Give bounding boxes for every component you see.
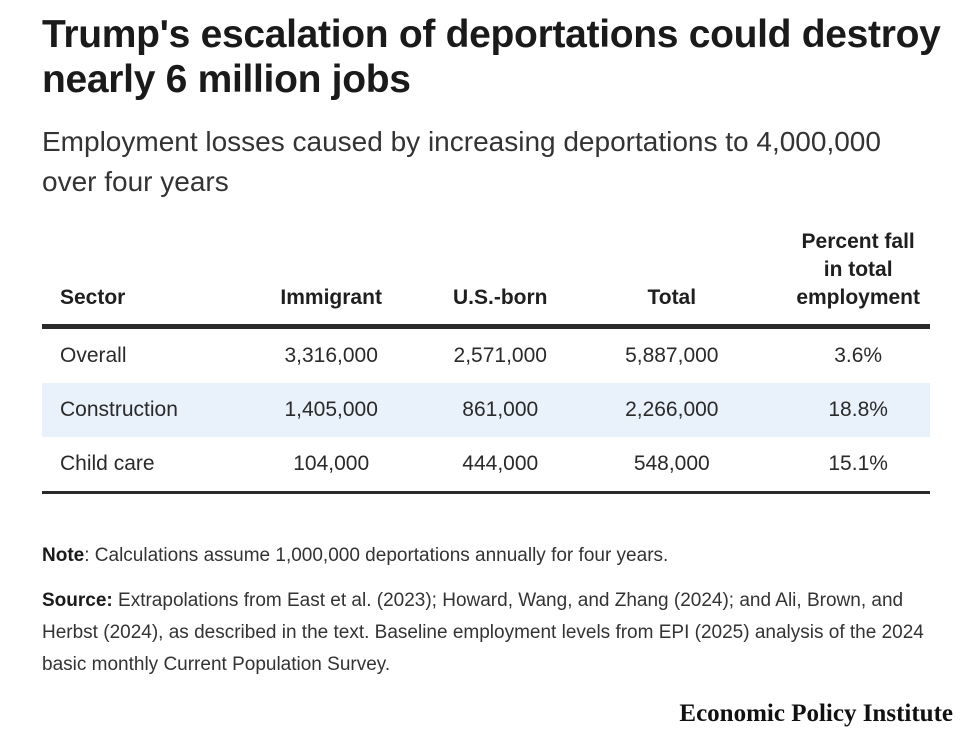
cell-immigrant: 1,405,000 xyxy=(249,383,414,437)
chart-title: Trump's escalation of deportations could… xyxy=(42,13,941,101)
chart-subtitle: Employment losses caused by increasing d… xyxy=(42,126,881,197)
cell-sector: Child care xyxy=(42,437,250,494)
column-header-immigrant: Immigrant xyxy=(249,228,414,329)
note: Note: Calculations assume 1,000,000 depo… xyxy=(42,540,942,572)
cell-percent-fall: 15.1% xyxy=(756,437,930,494)
data-table: Sector Immigrant U.S.-born Total Percent… xyxy=(42,228,930,494)
table-row: Child care 104,000 444,000 548,000 15.1% xyxy=(42,437,930,494)
cell-percent-fall: 3.6% xyxy=(834,344,883,367)
column-header-sector: Sector xyxy=(42,228,250,329)
epi-logo: Economic Policy Institute xyxy=(679,700,953,727)
column-header-percent-fall: Percent fall in total employment xyxy=(756,228,930,329)
note-text: : Calculations assume 1,000,000 deportat… xyxy=(84,545,669,566)
cell-sector: Construction xyxy=(42,383,250,437)
cell-us-born: 2,571,000 xyxy=(453,344,547,367)
cell-percent-fall: 18.8% xyxy=(756,383,930,437)
table-row: Overall 3,316,000 2,571,000 5,887,000 3.… xyxy=(42,327,930,384)
source-text: Extrapolations from East et al. (2023); … xyxy=(42,590,924,675)
cell-us-born: 861,000 xyxy=(413,383,588,437)
cell-us-born: 444,000 xyxy=(413,437,588,494)
table-header-row: Sector Immigrant U.S.-born Total Percent… xyxy=(42,228,930,329)
cell-immigrant: 3,316,000 xyxy=(284,344,378,367)
cell-total: 2,266,000 xyxy=(587,383,757,437)
table-row: Construction 1,405,000 861,000 2,266,000… xyxy=(42,383,930,437)
source-label: Source: xyxy=(42,590,113,611)
source-note: Source: Extrapolations from East et al. … xyxy=(42,585,942,681)
cell-immigrant: 104,000 xyxy=(249,437,414,494)
cell-sector: Overall xyxy=(60,344,127,367)
column-header-us-born: U.S.-born xyxy=(413,228,588,329)
cell-total: 5,887,000 xyxy=(625,344,719,367)
note-label: Note xyxy=(42,545,85,566)
cell-total: 548,000 xyxy=(587,437,757,494)
column-header-total: Total xyxy=(587,228,757,329)
